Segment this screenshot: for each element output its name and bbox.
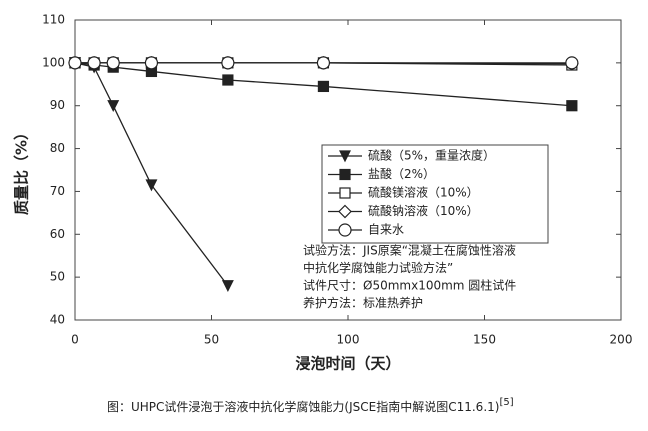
x-tick-label: 50	[204, 333, 219, 347]
marker	[106, 56, 120, 70]
marker	[222, 74, 234, 86]
y-tick-label: 110	[42, 13, 65, 27]
marker	[339, 168, 351, 181]
x-axis-label: 浸泡时间（天）	[295, 355, 400, 373]
marker	[87, 56, 101, 70]
marker	[338, 223, 352, 237]
x-tick-label: 150	[473, 333, 496, 347]
legend-label: 硫酸镁溶液（10%）	[368, 185, 479, 200]
series-line	[74, 62, 229, 287]
marker	[317, 80, 330, 93]
x-tick-label: 100	[337, 333, 360, 347]
y-axis-label: 质量比（%）	[13, 125, 31, 215]
legend-label: 硫酸钠溶液（10%）	[368, 203, 479, 218]
x-tick-label: 0	[71, 333, 79, 347]
legend-box	[321, 144, 549, 244]
marker	[565, 56, 579, 70]
y-tick-label: 90	[50, 98, 65, 112]
marker	[145, 179, 158, 192]
y-tick-label: 60	[50, 227, 65, 241]
y-tick-label: 100	[42, 55, 65, 69]
legend-label: 硫酸（5%，重量浓度）	[368, 148, 495, 163]
legend-label: 自来水	[368, 223, 404, 237]
marker	[316, 56, 331, 70]
x-tick-label: 200	[610, 333, 633, 347]
marker	[144, 56, 159, 70]
caption-text: 图：UHPC试件浸泡于溶液中抗化学腐蚀能力(JSCE指南中解说图C11.6.1)	[107, 399, 499, 414]
y-tick-label: 50	[50, 270, 65, 284]
marker	[68, 56, 82, 70]
marker	[339, 187, 351, 199]
y-tick-label: 40	[50, 313, 65, 327]
marker	[566, 100, 578, 112]
marker	[339, 150, 351, 163]
marker	[221, 280, 234, 293]
y-tick-label: 80	[50, 141, 65, 155]
annotation: 中抗化学腐蚀能力试验方法”	[303, 260, 453, 275]
annotation: 试件尺寸：Ø50mmx100mm 圆柱试件	[303, 278, 516, 293]
marker	[107, 100, 120, 113]
annotation: 试验方法：JIS原案“混凝土在腐蚀性溶液	[303, 243, 516, 258]
marker	[338, 204, 352, 219]
caption-ref: [5]	[499, 397, 513, 408]
legend-label: 盐酸（2%）	[368, 166, 435, 181]
annotation: 养护方法：标准热养护	[303, 295, 423, 310]
y-tick-label: 70	[50, 184, 65, 198]
marker	[221, 56, 235, 70]
caption: 图：UHPC试件浸泡于溶液中抗化学腐蚀能力(JSCE指南中解说图C11.6.1)…	[107, 397, 514, 414]
